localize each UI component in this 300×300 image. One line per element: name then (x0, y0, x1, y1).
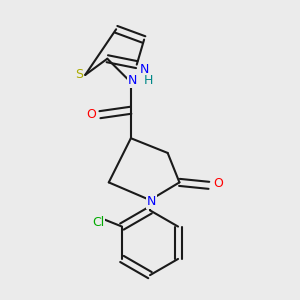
Text: O: O (86, 108, 96, 121)
Text: S: S (75, 68, 83, 81)
Text: N: N (128, 74, 137, 87)
Text: Cl: Cl (92, 216, 105, 229)
Text: N: N (147, 195, 156, 208)
Text: O: O (213, 177, 223, 190)
Text: N: N (140, 62, 149, 76)
Text: H: H (144, 74, 153, 87)
